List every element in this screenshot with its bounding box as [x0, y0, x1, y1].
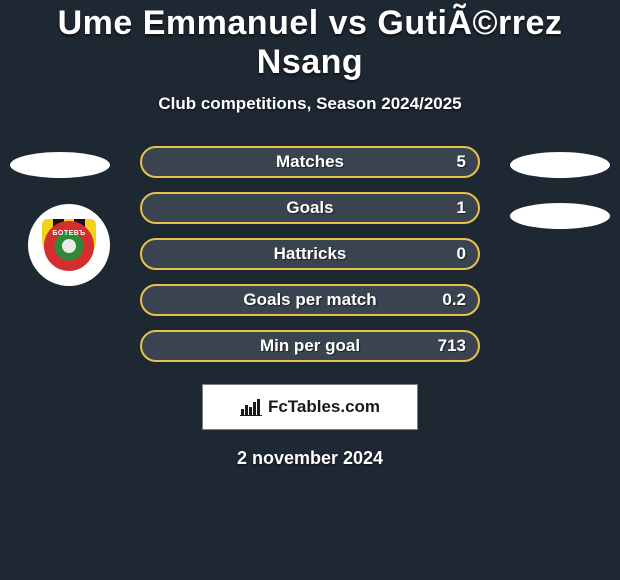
stat-value: 713: [438, 336, 466, 356]
stats-list: Matches 5 Goals 1 Hattricks 0 Goals per match 0…: [140, 146, 480, 362]
stat-label: Min per goal: [260, 336, 360, 356]
subtitle: Club competitions, Season 2024/2025: [0, 94, 620, 114]
bar-chart-icon: [240, 398, 262, 416]
date-text: 2 november 2024: [0, 448, 620, 469]
club-badge: БОТЕВЪ: [28, 204, 110, 286]
stat-value: 0.2: [442, 290, 466, 310]
badge-shield: БОТЕВЪ: [38, 214, 100, 276]
stat-pill: Goals 1: [140, 192, 480, 224]
stat-label: Hattricks: [274, 244, 347, 264]
stat-value: 5: [457, 152, 466, 172]
stat-pill: Goals per match 0.2: [140, 284, 480, 316]
stat-label: Goals per match: [243, 290, 376, 310]
badge-ring-text: БОТЕВЪ: [38, 202, 100, 264]
stats-section: БОТЕВЪ Matches 5 Goals 1 Hattricks 0 Goals per…: [0, 142, 620, 372]
stat-pill: Hattricks 0: [140, 238, 480, 270]
stat-label: Matches: [276, 152, 344, 172]
page-title: Ume Emmanuel vs GutiÃ©rrez Nsang: [0, 4, 620, 82]
brand-card: FcTables.com: [202, 384, 418, 430]
stat-value: 0: [457, 244, 466, 264]
right-ellipse-bottom: [510, 203, 610, 229]
right-ellipse-top: [510, 152, 610, 178]
comparison-card: Ume Emmanuel vs GutiÃ©rrez Nsang Club co…: [0, 0, 620, 580]
stat-label: Goals: [286, 198, 333, 218]
brand-text: FcTables.com: [268, 397, 380, 417]
left-ellipse: [10, 152, 110, 178]
stat-value: 1: [457, 198, 466, 218]
stat-pill: Matches 5: [140, 146, 480, 178]
stat-pill: Min per goal 713: [140, 330, 480, 362]
